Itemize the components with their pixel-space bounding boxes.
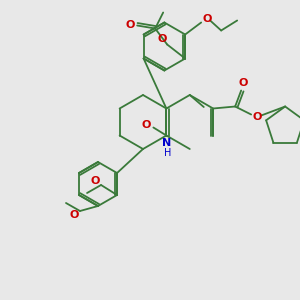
Text: O: O	[142, 119, 151, 130]
Text: H: H	[164, 148, 171, 158]
Text: O: O	[125, 20, 135, 29]
Text: O: O	[158, 34, 167, 44]
Text: O: O	[202, 14, 212, 23]
Text: O: O	[69, 210, 79, 220]
Text: O: O	[90, 176, 100, 186]
Text: O: O	[253, 112, 262, 122]
Text: N: N	[162, 139, 171, 148]
Text: O: O	[238, 79, 248, 88]
